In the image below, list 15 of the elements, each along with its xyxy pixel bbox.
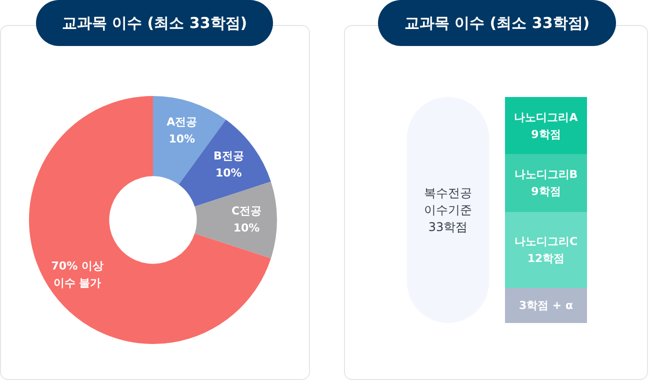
data-label: 10% [233, 221, 260, 234]
text: 복수전공 이수기준 33학점 [423, 184, 473, 236]
data-label: 3학점 + α [518, 298, 574, 314]
slice-label: B전공 [213, 149, 244, 162]
series-label: 나노디그리A [514, 110, 578, 126]
slice-label: A전공 [166, 115, 198, 128]
slice-label: 70% 이상 이수 불가 [51, 259, 104, 290]
series-label: 나노디그리C [514, 234, 578, 250]
data-label: 12학점 [527, 250, 565, 267]
series-label: 나노디그리B [514, 166, 578, 183]
data-label: 9학점 [531, 184, 561, 200]
data-label: 10% [168, 132, 196, 146]
data-label: 10% [215, 166, 242, 180]
data-label: 9학점 [531, 126, 561, 143]
slice-label: C전공 [231, 204, 262, 218]
